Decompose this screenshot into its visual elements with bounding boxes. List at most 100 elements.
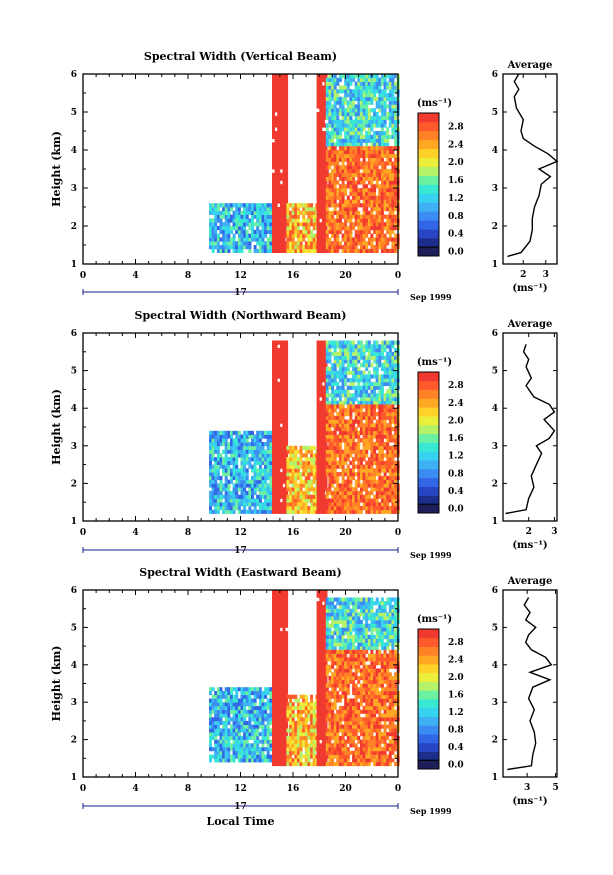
heatmap-cell: [338, 498, 342, 503]
heatmap-cell: [349, 408, 353, 413]
heatmap-cell: [224, 464, 228, 469]
heatmap-cell: [328, 453, 332, 458]
heatmap-cell: [370, 248, 374, 253]
heatmap-cell: [336, 248, 340, 253]
heatmap-cell: [245, 449, 249, 454]
heatmap-cell: [338, 423, 342, 428]
heatmap-cell: [336, 370, 340, 375]
heatmap-cell: [383, 344, 387, 349]
heatmap-cell: [266, 475, 270, 481]
heatmap-cell: [277, 487, 281, 492]
heatmap-cell: [388, 180, 392, 185]
heatmap-cell: [365, 344, 369, 349]
heatmap-cell: [272, 400, 275, 405]
heatmap-cell: [256, 705, 260, 710]
heatmap-cell: [336, 393, 340, 398]
heatmap-cell: [341, 475, 345, 481]
heatmap-cell: [394, 366, 398, 371]
heatmap-cell: [235, 214, 239, 219]
heatmap-cell: [279, 191, 283, 196]
heatmap-cell: [251, 705, 254, 710]
heatmap-cell: [316, 400, 320, 405]
heatmap-cell: [388, 445, 392, 450]
heatmap-cell: [325, 449, 329, 454]
heatmap-cell: [219, 691, 223, 696]
heatmap-cell: [357, 104, 361, 109]
heatmap-cell: [289, 229, 293, 234]
heatmap-cell: [362, 363, 366, 368]
average-line: [505, 344, 556, 515]
heatmap-cell: [344, 430, 348, 435]
heatmap-cell: [224, 750, 228, 755]
heatmap-cell: [383, 490, 387, 496]
heatmap-cell: [346, 344, 350, 349]
heatmap-cell: [258, 464, 262, 469]
heatmap-cell: [386, 464, 390, 469]
heatmap-cell: [370, 195, 374, 200]
heatmap-cell: [388, 355, 392, 360]
heatmap-cell: [216, 430, 220, 435]
heatmap-cell: [365, 104, 369, 109]
heatmap-cell: [378, 108, 382, 113]
heatmap-cell: [362, 445, 366, 450]
heatmap-cell: [367, 434, 371, 439]
heatmap-cell: [346, 366, 350, 371]
heatmap-cell: [272, 203, 275, 208]
heatmap-cell: [232, 233, 236, 238]
heatmap-cell: [367, 472, 371, 477]
heatmap-cell: [380, 498, 384, 503]
heatmap-cell: [388, 188, 392, 193]
heatmap-cell: [312, 445, 316, 450]
heatmap-cell: [272, 460, 275, 465]
heatmap-cell: [341, 237, 345, 242]
heatmap-cell: [235, 445, 239, 450]
heatmap-cell: [277, 245, 281, 250]
heatmap-cell: [375, 423, 379, 428]
heatmap-cell: [274, 348, 278, 353]
heatmap-cell: [380, 104, 384, 109]
heatmap-cell: [245, 754, 249, 759]
heatmap-cell: [333, 348, 337, 353]
heatmap-cell: [349, 237, 353, 242]
heatmap-cell: [304, 203, 308, 208]
heatmap-cell: [325, 490, 329, 496]
heatmap-cell: [321, 453, 325, 458]
heatmap-cell: [391, 180, 395, 185]
heatmap-cell: [321, 378, 325, 383]
heatmap-cell: [365, 494, 369, 499]
heatmap-cell: [224, 724, 228, 729]
heatmap-cell: [282, 150, 286, 155]
heatmap-cell: [274, 457, 278, 462]
heatmap-cell: [321, 340, 325, 345]
heatmap-cell: [349, 245, 353, 250]
heatmap-cell: [219, 210, 223, 215]
heatmap-cell: [362, 207, 366, 212]
heatmap-cell: [394, 131, 398, 136]
heatmap-cell: [328, 442, 332, 447]
heatmap-cell: [251, 735, 254, 740]
heatmap-cell: [240, 698, 244, 703]
heatmap-cell: [388, 85, 392, 90]
heatmap-cell: [336, 150, 340, 155]
avg-y-tick-label: 4: [492, 404, 498, 414]
heatmap-cell: [316, 150, 320, 155]
heatmap-cell: [302, 214, 306, 219]
heatmap-cell: [227, 483, 231, 488]
heatmap-cell: [279, 108, 283, 113]
heatmap-cell: [338, 366, 342, 371]
heatmap-cell: [291, 479, 295, 484]
heatmap-cell: [352, 180, 356, 185]
heatmap-cell: [336, 490, 340, 496]
heatmap-cell: [302, 237, 306, 242]
heatmap-cell: [282, 188, 286, 193]
heatmap-cell: [344, 138, 348, 143]
heatmap-cell: [253, 698, 257, 703]
heatmap-cell: [352, 408, 356, 413]
heatmap-cell: [367, 412, 371, 417]
heatmap-cell: [269, 460, 273, 465]
heatmap-cell: [274, 340, 278, 345]
heatmap-cell: [272, 381, 275, 387]
heatmap-cell: [344, 165, 348, 170]
heatmap-cell: [319, 509, 323, 514]
heatmap-cell: [269, 472, 273, 477]
